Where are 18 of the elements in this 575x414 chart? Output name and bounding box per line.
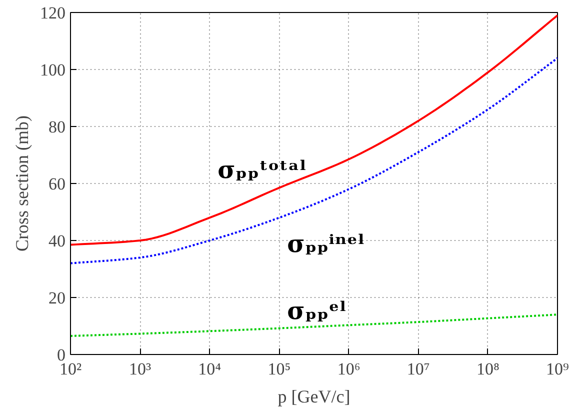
series-label: σₚₚⁱⁿᵉˡ xyxy=(287,229,365,258)
x-tick-label: 10⁶ xyxy=(337,360,360,378)
y-tick-label: 80 xyxy=(48,118,66,136)
x-tick-label: 10⁷ xyxy=(406,360,430,378)
y-tick-label: 100 xyxy=(40,60,66,80)
y-axis-title: Cross section (mb) xyxy=(12,116,32,252)
x-tick-label: 10⁵ xyxy=(268,360,291,378)
series-label: σₚₚᵉˡ xyxy=(287,296,346,325)
y-tick-label: 120 xyxy=(40,4,66,22)
y-tick-label: 40 xyxy=(48,232,66,250)
y-tick-label: 20 xyxy=(48,288,66,308)
x-tick-label: 10⁴ xyxy=(198,360,222,378)
y-tick-label: 60 xyxy=(48,174,66,194)
x-axis-title: p [GeV/c] xyxy=(278,386,350,406)
x-tick-label: 10³ xyxy=(129,360,152,378)
series-label: σₚₚᵗᵒᵗᵃˡ xyxy=(218,155,306,184)
x-tick-label: 10⁸ xyxy=(476,360,500,378)
x-tick-label: 10⁹ xyxy=(546,360,570,378)
